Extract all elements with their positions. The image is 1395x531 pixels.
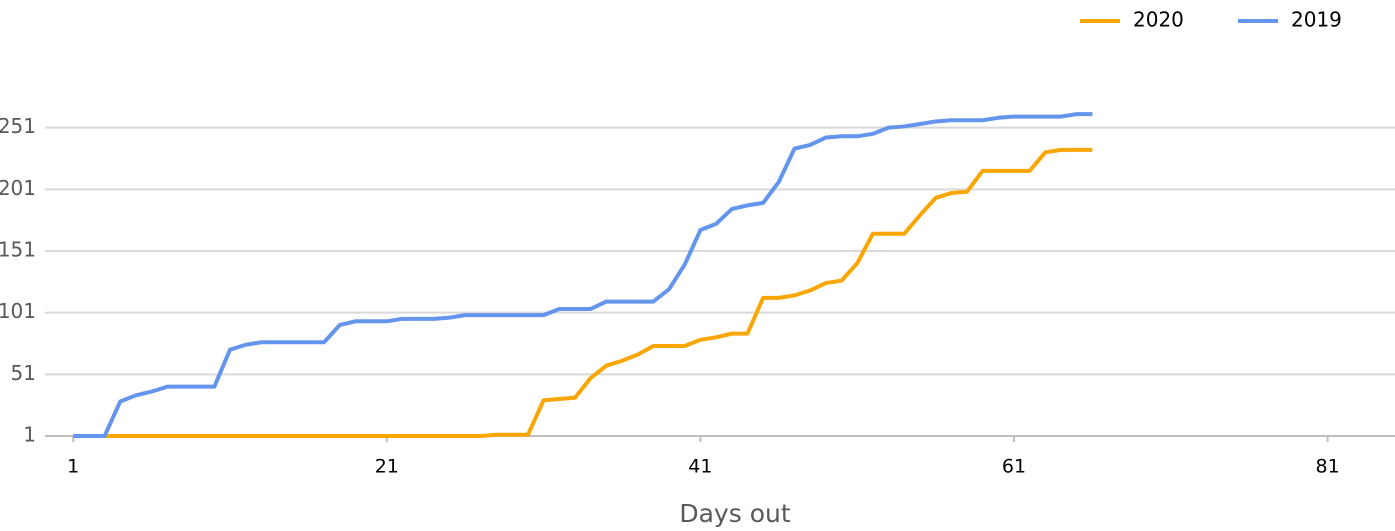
- y-tick-label: 51: [11, 361, 36, 385]
- x-axis-label: Days out: [679, 499, 790, 528]
- line-series: [73, 147, 1093, 438]
- legend-label: 2019: [1291, 8, 1342, 32]
- y-tick-label: 151: [0, 238, 36, 262]
- y-tick-label: 251: [0, 114, 36, 138]
- y-tick-label: 201: [0, 176, 36, 200]
- y-tick-label: 1: [23, 423, 36, 447]
- x-tick-label: 61: [1002, 456, 1026, 478]
- line-series: [73, 112, 1093, 438]
- y-tick-label: 101: [0, 299, 36, 323]
- legend-label: 2020: [1133, 8, 1184, 32]
- x-tick-label: 41: [688, 456, 712, 478]
- x-tick-label: 81: [1315, 456, 1339, 478]
- x-tick-label: 21: [375, 456, 399, 478]
- x-tick-label: 1: [67, 456, 79, 478]
